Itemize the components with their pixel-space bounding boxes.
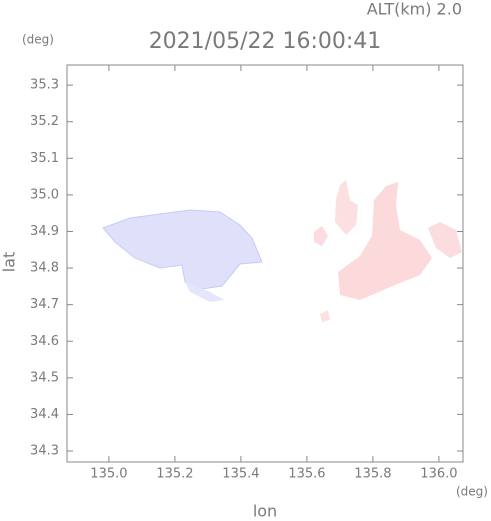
plot-frame bbox=[66, 64, 464, 463]
radar-echoes bbox=[102, 180, 462, 322]
x-tick-label: 135.8 bbox=[354, 467, 391, 482]
y-unit: (deg) bbox=[22, 33, 54, 47]
x-tick-label: 136.0 bbox=[420, 467, 457, 482]
y-tick-label: 35.3 bbox=[30, 78, 59, 93]
y-tick-label: 34.9 bbox=[30, 224, 59, 239]
y-tick-label: 34.5 bbox=[30, 370, 59, 385]
x-tick-label: 135.6 bbox=[288, 467, 325, 482]
x-label: lon bbox=[253, 502, 277, 521]
y-tick-label: 34.4 bbox=[30, 407, 59, 422]
subtitle: ALT(km) 2.0 bbox=[367, 0, 462, 19]
x-tick-label: 135.2 bbox=[156, 467, 193, 482]
y-tick-label: 34.7 bbox=[30, 297, 59, 312]
x-tick-label: 135.4 bbox=[222, 467, 259, 482]
y-tick-label: 34.3 bbox=[30, 444, 59, 459]
y-tick-label: 34.6 bbox=[30, 334, 59, 349]
y-label: lat bbox=[0, 252, 19, 273]
chart-title: 2021/05/22 16:00:41 bbox=[149, 29, 382, 54]
y-tick-label: 34.8 bbox=[30, 261, 59, 276]
y-tick-label: 35.1 bbox=[30, 151, 59, 166]
y-tick-label: 35.2 bbox=[30, 114, 59, 129]
x-tick-label: 135.0 bbox=[90, 467, 127, 482]
y-tick-label: 35.0 bbox=[30, 187, 59, 202]
x-unit: (deg) bbox=[456, 485, 488, 499]
